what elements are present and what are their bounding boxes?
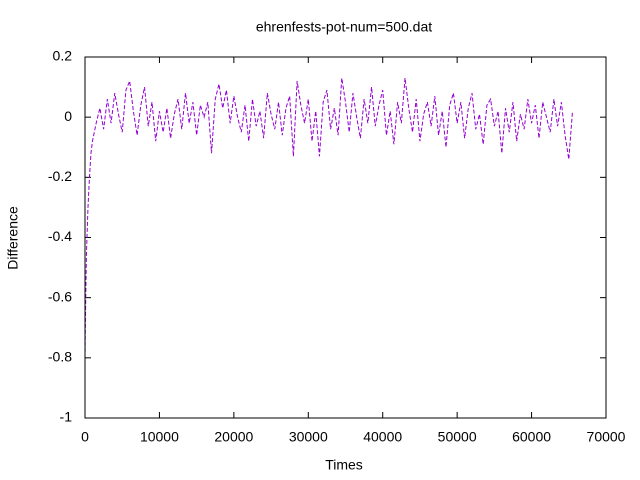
x-tick-label: 20000 <box>214 429 253 445</box>
x-axis-label: Times <box>325 457 363 473</box>
x-tick-label: 50000 <box>438 429 477 445</box>
x-tick-label: 10000 <box>140 429 179 445</box>
x-tick-label: 60000 <box>512 429 551 445</box>
plot-border <box>84 56 607 419</box>
data-line <box>84 77 574 358</box>
y-axis-label: Difference <box>5 206 21 270</box>
y-tick-label: 0.2 <box>53 48 73 64</box>
y-tick-label: -0.4 <box>48 228 72 244</box>
chart-title: ehrenfests-pot-num=500.dat <box>256 19 432 35</box>
x-tick-label: 40000 <box>363 429 402 445</box>
y-tick-label: -0.6 <box>48 288 72 304</box>
y-tick-label: -0.8 <box>48 349 72 365</box>
x-tick-label: 0 <box>81 429 89 445</box>
y-tick-label: 0 <box>64 108 72 124</box>
x-tick-label: 30000 <box>289 429 328 445</box>
y-tick-label: -1 <box>60 409 73 425</box>
y-tick-label: -0.2 <box>48 168 72 184</box>
x-tick-label: 70000 <box>587 429 626 445</box>
